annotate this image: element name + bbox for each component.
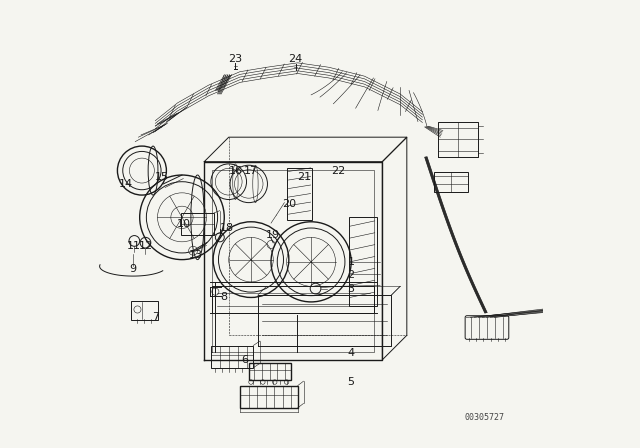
Text: 19: 19: [266, 230, 280, 240]
Text: 6: 6: [241, 355, 248, 365]
Text: 15: 15: [155, 172, 169, 182]
Bar: [349, 217, 376, 306]
Text: 12: 12: [140, 241, 154, 251]
Text: 5: 5: [348, 377, 355, 387]
Text: 13: 13: [188, 250, 202, 260]
Text: 17: 17: [244, 166, 258, 176]
Text: 7: 7: [152, 313, 159, 323]
Text: 21: 21: [298, 172, 312, 182]
Text: 20: 20: [282, 199, 296, 209]
Text: 10: 10: [177, 219, 191, 229]
Text: 9: 9: [129, 263, 136, 274]
Bar: [180, 213, 214, 235]
Bar: [287, 168, 312, 220]
Text: 14: 14: [119, 179, 133, 189]
Bar: [211, 345, 253, 368]
Bar: [240, 386, 298, 408]
Text: 2: 2: [348, 270, 355, 280]
Text: 11: 11: [127, 241, 141, 251]
Text: 16: 16: [228, 166, 243, 176]
Text: 3: 3: [348, 284, 355, 293]
Text: 18: 18: [220, 224, 234, 233]
Bar: [435, 172, 468, 192]
Bar: [249, 363, 291, 380]
Text: 24: 24: [289, 54, 303, 64]
Text: 00305727: 00305727: [465, 413, 505, 422]
Text: 8: 8: [221, 293, 228, 302]
Text: 23: 23: [228, 54, 243, 64]
Text: 22: 22: [331, 166, 345, 176]
Text: 1: 1: [348, 257, 355, 267]
Text: 4: 4: [348, 348, 355, 358]
